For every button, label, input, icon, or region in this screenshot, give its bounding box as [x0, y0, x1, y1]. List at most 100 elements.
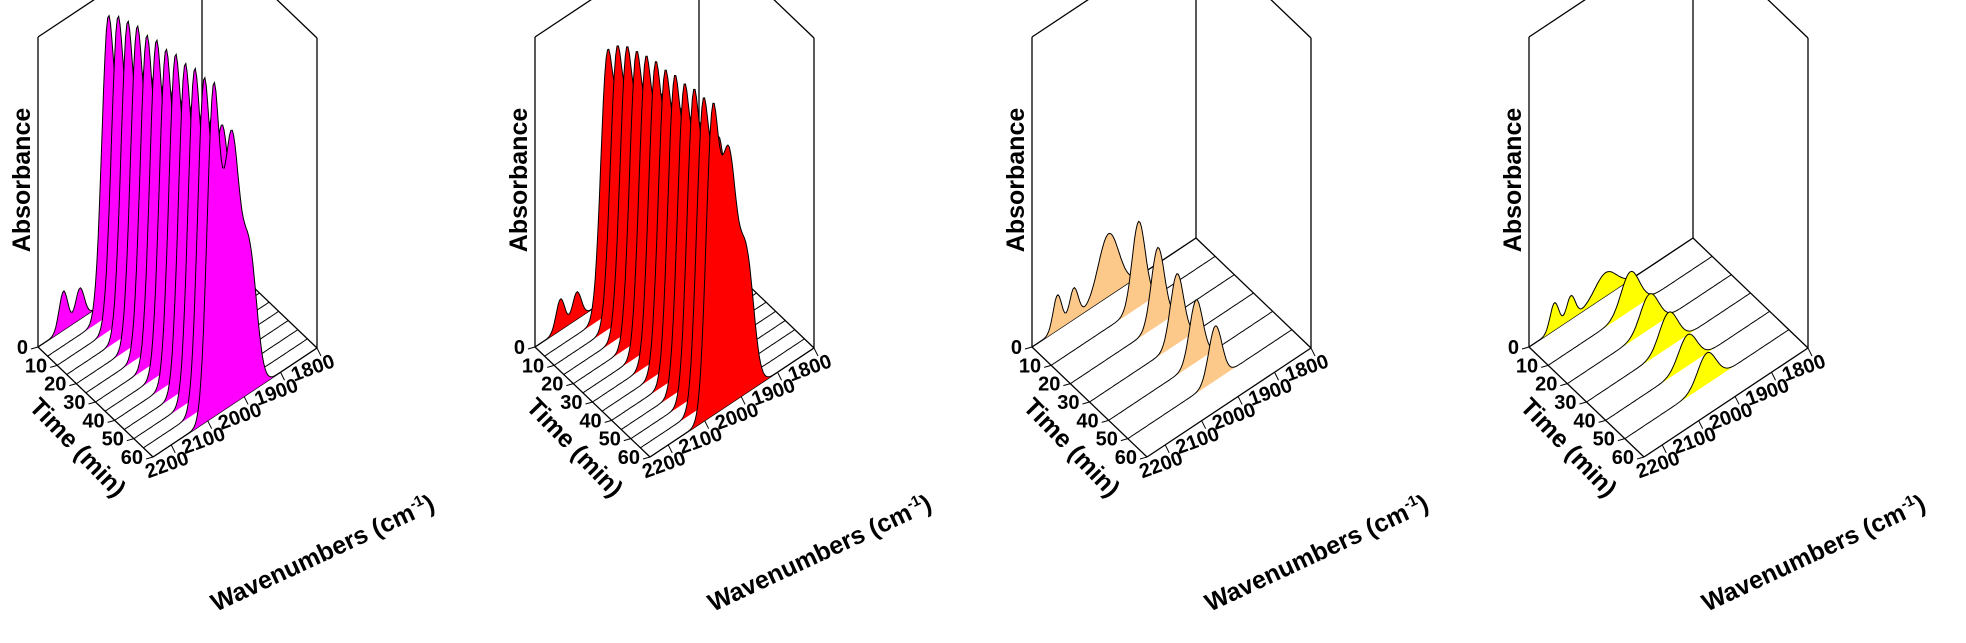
- chart-panel-3: 0 10 20 30 40 50 60 2200 2100 2000 1900 1800 Absorba…: [994, 0, 1474, 643]
- time-tick-label: 0: [514, 337, 525, 359]
- spectrum-line-t40: [1108, 299, 1273, 421]
- time-tick-label: 20: [44, 374, 66, 396]
- time-tick-mark: [107, 419, 115, 423]
- spectrum-line-t60: [649, 102, 815, 458]
- time-tick-mark: [1063, 383, 1071, 387]
- absorbance-axis-title: Absorbance: [505, 108, 533, 253]
- time-tick-mark: [1101, 419, 1109, 423]
- time-tick-mark: [623, 438, 631, 442]
- wavenumber-tick-mark: [316, 347, 322, 357]
- time-tick-mark: [50, 364, 58, 368]
- time-tick-mark: [1541, 364, 1549, 368]
- time-tick-mark: [1560, 383, 1568, 387]
- wavenumber-tick-mark: [1807, 347, 1813, 357]
- chart-panel-4: 0 10 20 30 40 50 60 2200 2100 2000 1900 1800 Absorba…: [1491, 0, 1966, 643]
- absorbance-axis-title: Absorbance: [1002, 108, 1030, 253]
- top-back-left-edge: [534, 0, 592, 38]
- time-tick-label: 50: [1096, 429, 1118, 451]
- time-tick-label: 60: [1115, 447, 1137, 469]
- time-tick-label: 10: [522, 355, 544, 377]
- wavenumber-title-superscript: -1: [1401, 492, 1420, 513]
- spectrum-fill-t20: [1070, 247, 1235, 384]
- wavenumber-tick-mark: [667, 444, 673, 454]
- wavenumber-axis-title: Wavenumbers (cm-1): [1200, 488, 1433, 617]
- spectrum-line-t10: [1547, 255, 1713, 366]
- time-tick-mark: [88, 401, 96, 405]
- top-back-right-edge: [276, 0, 318, 39]
- wavenumber-tick-mark: [1661, 444, 1667, 454]
- wavenumber-tick-mark: [1698, 420, 1704, 429]
- time-tick-mark: [566, 383, 574, 387]
- time-tick-mark: [547, 364, 555, 368]
- chart-panel-2: 0 10 20 30 40 50 60 2200 2100 2000 1900 1800 Absorba…: [497, 0, 977, 643]
- wavenumber-axis-line: [1643, 347, 1809, 458]
- time-tick-mark: [69, 383, 77, 387]
- time-tick-label: 0: [17, 337, 28, 359]
- wavenumber-tick-mark: [280, 371, 286, 381]
- time-tick-label: 0: [1508, 337, 1519, 359]
- spectra-group: [37, 14, 318, 458]
- wavenumber-tick-mark: [1734, 396, 1740, 405]
- time-tick-mark: [1082, 401, 1090, 405]
- spectrum-line-t60: [152, 81, 318, 458]
- time-tick-label: 50: [599, 429, 621, 451]
- spectrum-line-t55: [143, 76, 308, 449]
- wavenumber-title-main: Wavenumbers (cm: [1698, 499, 1910, 618]
- time-tick-mark: [1139, 456, 1148, 460]
- wavenumber-title-main: Wavenumbers (cm: [1201, 499, 1413, 618]
- spectrum-line-t0: [1031, 232, 1197, 348]
- spectrum-line-t10: [1050, 220, 1216, 366]
- wavenumber-tick-label: 1800: [1282, 350, 1331, 386]
- time-tick-label: 20: [541, 374, 563, 396]
- wavenumber-title-superscript: -1: [1898, 492, 1917, 513]
- time-tick-label: 60: [121, 447, 143, 469]
- chart-panel-1: 0 10 20 30 40 50 60 2200 2100 2000 1900 1800 Absorba…: [0, 0, 480, 643]
- wavenumber-title-superscript: -1: [904, 492, 923, 513]
- spectrum-fill-t50: [1127, 325, 1292, 439]
- wavenumber-tick-label: 1800: [288, 350, 337, 386]
- time-tick-label: 30: [63, 392, 85, 414]
- time-tick-label: 30: [560, 392, 582, 414]
- wavenumber-axis-title: Wavenumbers (cm-1): [703, 488, 936, 617]
- top-back-left-edge: [37, 0, 95, 38]
- spectrum-fill-t60: [153, 82, 317, 457]
- spectrum-line-t20: [1070, 246, 1235, 385]
- time-tick-mark: [126, 438, 134, 442]
- time-tick-mark: [30, 346, 39, 350]
- wavenumber-tick-mark: [1201, 420, 1207, 429]
- time-tick-label: 20: [1038, 374, 1060, 396]
- time-tick-label: 60: [1612, 447, 1634, 469]
- spectrum-fill-t60: [650, 103, 814, 458]
- wavenumber-axis-title: Wavenumbers (cm-1): [1697, 488, 1930, 617]
- time-tick-mark: [1521, 346, 1530, 350]
- wavenumber-tick-mark: [1771, 371, 1777, 381]
- wavenumber-tick-mark: [243, 396, 249, 405]
- time-tick-mark: [1579, 401, 1587, 405]
- spectrum-fill-t20: [1567, 274, 1732, 384]
- top-back-left-edge: [1031, 0, 1089, 38]
- wavenumber-tick-mark: [740, 396, 746, 405]
- wavenumber-axis-title: Wavenumbers (cm-1): [206, 488, 439, 617]
- time-tick-mark: [585, 401, 593, 405]
- time-tick-label: 20: [1535, 374, 1557, 396]
- time-tick-mark: [1617, 438, 1625, 442]
- wavenumber-tick-mark: [1274, 371, 1280, 381]
- spectrum-line-t40: [1605, 310, 1770, 421]
- wavenumber-tick-mark: [207, 420, 213, 429]
- spectrum-fill-t40: [1108, 299, 1273, 421]
- time-tick-mark: [1024, 346, 1033, 350]
- time-tick-mark: [145, 456, 154, 460]
- spectrum-line-t50: [1624, 329, 1790, 440]
- time-tick-label: 40: [1076, 410, 1098, 432]
- time-tick-label: 0: [1011, 337, 1022, 359]
- spectrum-line-t55: [640, 97, 805, 449]
- time-tick-label: 50: [1593, 429, 1615, 451]
- absorbance-axis-title: Absorbance: [1499, 108, 1527, 253]
- wavenumber-title-superscript: -1: [407, 492, 426, 513]
